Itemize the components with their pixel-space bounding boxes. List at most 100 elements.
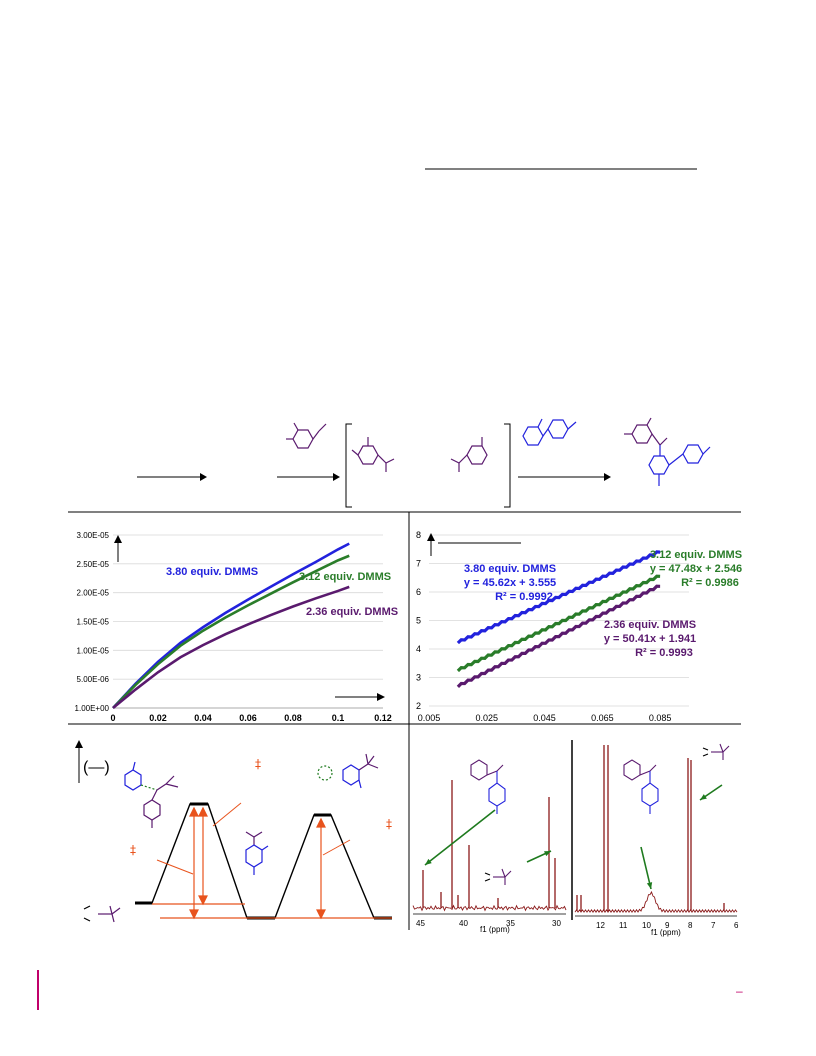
y-tick-label: 7 [416,559,421,569]
y-tick-label: 1.00E-05 [77,646,110,655]
nmr-baseline-left [412,904,567,912]
series-label: 3.12 equiv. DMMS [650,549,742,561]
series-line [112,554,350,709]
arrow-green-icon [646,882,653,889]
x-tick-label: 7 [711,921,716,930]
left-accent-bar [37,970,39,1010]
series-line [456,574,661,673]
series-line [456,550,661,645]
x-tick-label: 9 [665,921,670,930]
x-tick-label: 45 [416,919,425,928]
double-dagger-icon: ‡ [255,757,261,771]
x-tick-label: 0.04 [194,713,212,723]
bracket-right-icon [504,423,511,508]
molecule-styrene-icon [286,422,327,449]
energy-paren-label: (—) [83,759,110,776]
y-tick-label: 6 [416,587,421,597]
arrow-green-icon [544,851,551,857]
series-r2: R² = 0.9993 [635,647,693,659]
x-tick-label: 0.12 [374,713,392,723]
x-tick-label: 0.06 [239,713,257,723]
x-tick-label: 0.08 [284,713,302,723]
arrow-right-icon [277,473,340,481]
molecule-product-icon [623,759,659,814]
series-equation: y = 50.41x + 1.941 [604,633,696,645]
series-label: 2.36 equiv. DMMS [306,606,398,618]
x-tick-label: 0.005 [418,713,441,723]
x-tick-label: 12 [596,921,605,930]
molecule-tbu-icon [484,868,512,885]
series-label: 3.80 equiv. DMMS [166,566,258,578]
series-label: 3.12 equiv. DMMS [299,571,391,583]
series-r2: R² = 0.9992 [495,591,553,603]
x-tick-label: 11 [619,921,628,930]
series-r2: R² = 0.9986 [681,577,739,589]
arrow-green-icon [640,846,652,890]
molecule-ts1-icon [124,761,179,828]
x-axis-arrow-icon [377,693,385,701]
x-axis-label: f1 (ppm) [651,928,681,937]
x-tick-label: 6 [734,921,739,930]
molecule-biaryl-icon [522,418,577,446]
chart-kinetics-concentration: 1.00E+00 5.00E-06 1.00E-05 1.50E-05 2.00E-05… [75,531,399,723]
molecule-product-icon [470,759,506,814]
y-tick-label: 2.50E-05 [77,560,110,569]
series-label: 3.80 equiv. DMMS [464,563,556,575]
x-tick-label: 8 [688,921,693,930]
x-tick-label: 0 [110,713,115,723]
x-tick-label: 0.025 [476,713,499,723]
chart-kinetics-linear-fit: 2 3 4 5 6 7 8 0.005 0.025 0.045 0.065 0.085 3.80 equ… [416,530,742,723]
arrow-green-icon [424,809,496,866]
arrow-green-icon [700,794,707,800]
y-tick-label: 5.00E-06 [77,675,110,684]
x-tick-label: 40 [459,919,468,928]
arrow-right-icon [137,473,207,481]
y-axis-arrow-icon [114,535,122,543]
series-line [112,542,350,709]
bracket-left-icon [345,423,352,508]
y-axis-arrow-icon [427,533,435,541]
arrow-green-icon [425,858,432,865]
molecule-product-icon [624,417,711,486]
x-tick-label: 0.085 [649,713,672,723]
y-tick-label: 4 [416,644,421,654]
y-tick-label: 3.00E-05 [77,531,110,540]
x-axis-label: f1 (ppm) [480,925,510,934]
series-equation: y = 47.48x + 2.546 [650,563,742,575]
series-equation: y = 45.62x + 3.555 [464,577,556,589]
molecule-ts2-icon [317,753,379,789]
x-tick-label: 0.065 [591,713,614,723]
double-dagger-icon: ‡ [386,817,392,831]
energy-diagram: (—) ‡ ‡ ‡ [75,740,392,923]
energy-profile-line [135,803,392,919]
x-tick-label: 10 [642,921,651,930]
molecule-dihydropyridine-icon [245,831,269,875]
y-tick-label: 2 [416,701,421,711]
reaction-scheme [137,417,711,508]
y-tick-label: 2.00E-05 [77,589,110,598]
x-tick-label: 35 [506,919,515,928]
nmr-spectra-panel: 45 40 35 30 f1 (ppm) 12 11 10 9 8 7 6 f1 (ppm) [412,740,739,937]
y-tick-label: 1.00E+00 [75,704,110,713]
series-line [112,585,350,710]
energy-axis-arrow-icon [75,740,83,748]
y-tick-label: 8 [416,530,421,540]
footer-right-mark: – [736,984,743,998]
molecule-tbu-icon [702,743,730,760]
series-line [456,584,661,689]
x-tick-label: 30 [552,919,561,928]
x-tick-label: 0.1 [332,713,345,723]
nmr-baseline-right [574,890,738,914]
x-tick-label: 0.045 [533,713,556,723]
arrow-right-icon [518,473,611,481]
x-tick-label: 0.02 [149,713,167,723]
double-dagger-icon: ‡ [130,843,136,857]
molecule-intermediate-1-icon [351,437,395,472]
y-tick-label: 5 [416,616,421,626]
y-tick-label: 3 [416,673,421,683]
series-label: 2.36 equiv. DMMS [604,619,696,631]
molecule-intermediate-2-icon [450,437,488,472]
y-tick-label: 1.50E-05 [77,618,110,627]
molecule-tbu-icon [83,905,121,923]
